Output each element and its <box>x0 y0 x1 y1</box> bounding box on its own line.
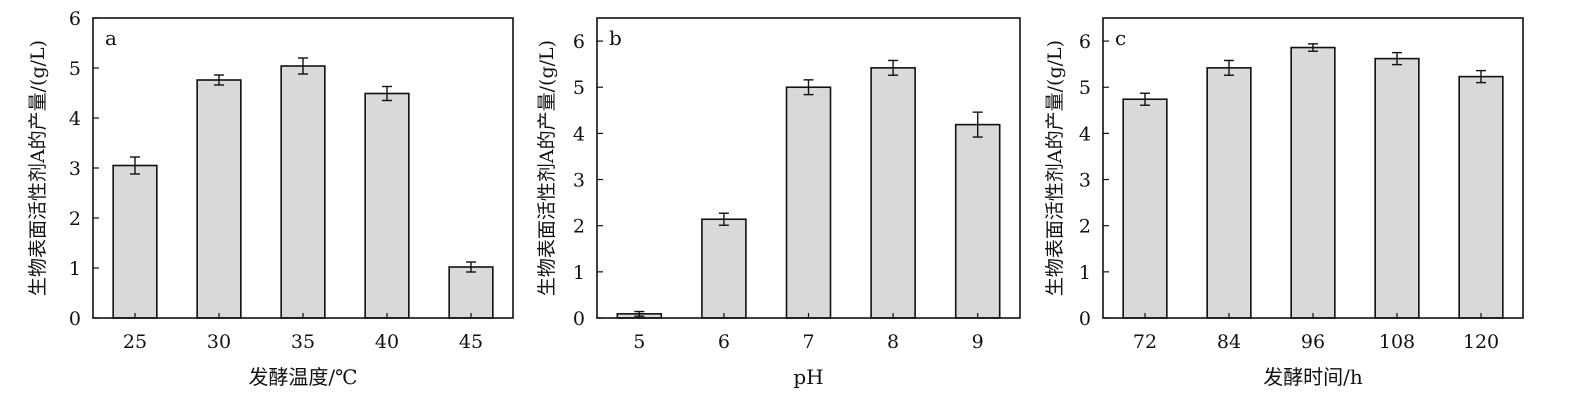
bar-b-6 <box>701 218 747 319</box>
bar-c-84 <box>1206 67 1252 319</box>
y-axis-label: 生物表面活性剂A的产量/(g/L) <box>536 40 558 296</box>
y-tick-label: 5 <box>573 77 585 99</box>
bar-c-108 <box>1374 57 1420 319</box>
y-tick-label: 1 <box>573 262 585 284</box>
y-tick-label: 0 <box>1079 308 1091 330</box>
y-tick-label: 0 <box>573 308 585 330</box>
y-tick-label: 4 <box>573 123 585 145</box>
x-axis-label: 发酵温度/℃ <box>248 365 357 389</box>
y-tick-label: 2 <box>69 208 81 230</box>
y-tick-label: 0 <box>69 308 81 330</box>
y-tick-label: 2 <box>573 216 585 238</box>
bar-a-30 <box>196 79 242 319</box>
x-tick-label: 45 <box>459 331 483 353</box>
x-tick-label: 30 <box>207 331 231 353</box>
x-axis-label: pH <box>793 365 823 389</box>
bar-b-7 <box>785 86 832 319</box>
bar-a-25 <box>112 164 158 319</box>
bar-c-120 <box>1458 75 1504 319</box>
chart-panel-a: 25 30 35 40 450123456a发酵温度/℃生物表面活性剂A的产量/(g/L… <box>27 8 514 389</box>
x-tick-label: 35 <box>291 331 315 353</box>
bar-c-72 <box>1122 98 1168 319</box>
x-tick-label: 7 <box>802 331 814 353</box>
x-axis-label: 发酵时间/h <box>1263 365 1363 389</box>
bar-a-35 <box>280 65 326 319</box>
panel-label: a <box>105 26 117 50</box>
x-tick-label: 25 <box>123 331 147 353</box>
y-tick-label: 3 <box>573 170 585 192</box>
bar-b-9 <box>954 123 1001 319</box>
x-tick-label: 108 <box>1379 331 1415 353</box>
x-tick-label: 96 <box>1301 331 1325 353</box>
y-tick-label: 4 <box>1079 123 1091 145</box>
bar-c-96 <box>1290 46 1336 319</box>
y-tick-label: 6 <box>573 31 585 53</box>
y-tick-label: 6 <box>1079 31 1091 53</box>
y-tick-label: 1 <box>69 258 81 280</box>
y-axis-label: 生物表面活性剂A的产量/(g/L) <box>27 40 49 296</box>
x-tick-label: 8 <box>887 331 899 353</box>
y-tick-label: 4 <box>69 108 81 130</box>
panel-label: b <box>609 26 622 50</box>
bar-a-40 <box>364 92 410 319</box>
x-tick-label: 6 <box>718 331 730 353</box>
x-tick-label: 9 <box>972 331 984 353</box>
bar-b-8 <box>870 67 916 319</box>
plot-frame <box>1102 17 1524 319</box>
x-tick-label: 5 <box>633 331 645 353</box>
y-tick-label: 1 <box>1079 262 1091 284</box>
y-tick-label: 3 <box>69 158 81 180</box>
plot-frame <box>596 17 1021 319</box>
bar-a-45 <box>448 266 494 319</box>
panel-label: c <box>1115 26 1126 50</box>
y-tick-label: 2 <box>1079 216 1091 238</box>
chart-panel-b: 5 6 7 8 9 0 1 2 3 4 5 6 b pH 生物表面活性剂A的产量/(g/L) <box>536 17 1021 389</box>
y-tick-label: 5 <box>69 58 81 80</box>
y-tick-label: 6 <box>69 8 81 30</box>
x-tick-label: 40 <box>375 331 399 353</box>
y-tick-label: 3 <box>1079 170 1091 192</box>
y-axis-label: 生物表面活性剂A的产量/(g/L) <box>1044 40 1066 296</box>
y-tick-label: 5 <box>1079 77 1091 99</box>
x-tick-label: 72 <box>1133 331 1157 353</box>
chart-panel-c: 72 84 96 108 120 0 1 2 3 4 5 6 c 发酵时间/h 生物表面活性剂A的产量/(g… <box>1044 17 1524 389</box>
x-tick-label: 120 <box>1463 331 1499 353</box>
x-tick-label: 84 <box>1217 331 1241 353</box>
